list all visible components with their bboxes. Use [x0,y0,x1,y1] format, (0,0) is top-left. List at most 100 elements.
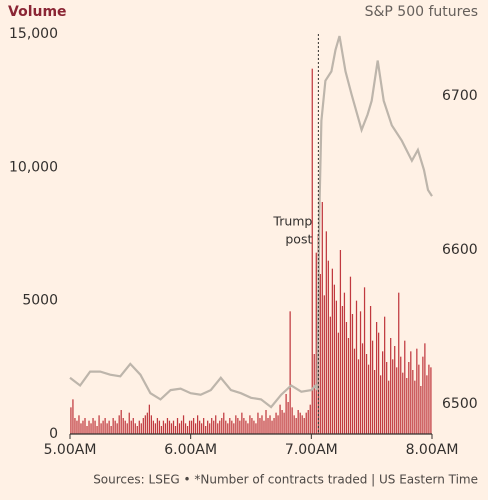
bar [140,423,142,434]
x-tick-label: 6.00AM [164,442,217,458]
bar [199,420,201,434]
bar [422,356,424,434]
bar [72,399,74,434]
bar [295,418,297,434]
bar [209,423,211,434]
bar [215,415,217,434]
bar [329,316,331,434]
y-tick-label: 15,000 [9,26,58,42]
bar [190,420,193,434]
bar [249,415,251,434]
bar [339,250,342,434]
bar [355,300,358,434]
y2-axis-title: S&P 500 futures [365,4,478,20]
y-tick-label: 0 [49,426,58,442]
bar [203,418,205,434]
bar [94,420,96,434]
bar [303,418,305,434]
bar [245,420,247,434]
bar [150,415,152,434]
bar [343,292,346,434]
bar [239,420,241,434]
bar [90,423,92,434]
bar [325,231,327,434]
bar [277,415,279,434]
bar [168,420,171,434]
bar [134,423,136,434]
bar [271,420,273,434]
bar [420,386,422,434]
bar [136,426,138,434]
bar [98,415,100,434]
bar [285,394,287,434]
bar [257,412,259,434]
bar [116,423,118,434]
bar [309,404,311,434]
bar [335,300,338,434]
bar [176,418,179,434]
bar [233,423,235,434]
bar [197,415,199,434]
y2-tick-label: 6700 [442,88,478,104]
bar [378,332,380,434]
bar [184,423,187,434]
bar [194,423,197,434]
bar [347,338,350,434]
bar [283,412,285,434]
bar [299,412,301,434]
y-axis-title: Volume [8,4,67,20]
bar [357,359,360,434]
bar [132,418,134,434]
bar [172,420,175,434]
bar [359,311,362,434]
bar [351,314,354,434]
bar [142,418,144,434]
bar [394,346,396,434]
bar [118,415,120,434]
bar [178,423,181,434]
bar [323,295,325,434]
bar [100,423,102,434]
bar [128,412,130,434]
bar [126,423,128,434]
bar [231,420,233,434]
bar [291,407,293,434]
bar [114,420,116,434]
bar [305,412,307,434]
bar [414,380,416,434]
bar [104,418,106,434]
bar [82,420,84,434]
bar [369,306,372,434]
bar [255,423,257,434]
bar [221,418,223,434]
bar [273,418,275,434]
bar [345,322,348,434]
bar [371,340,374,434]
bar [170,423,173,434]
bar [92,418,94,434]
bar [146,412,148,434]
bar [259,418,261,434]
bar [229,418,231,434]
bar [412,370,414,434]
bar [80,423,82,434]
bar [428,364,430,434]
bar [84,418,86,434]
y-tick-label: 10,000 [9,159,58,175]
bar [386,362,388,434]
bar [166,418,169,434]
bar [321,202,323,434]
bar [243,418,245,434]
bar [192,418,195,434]
bar [331,268,333,434]
bar [251,418,253,434]
bar [390,338,392,434]
bar [404,340,406,434]
bar [337,332,340,434]
bar [158,420,161,434]
bar [144,415,146,434]
bar [160,426,163,434]
bar [297,410,299,434]
bar [154,423,157,434]
bar [265,410,267,434]
